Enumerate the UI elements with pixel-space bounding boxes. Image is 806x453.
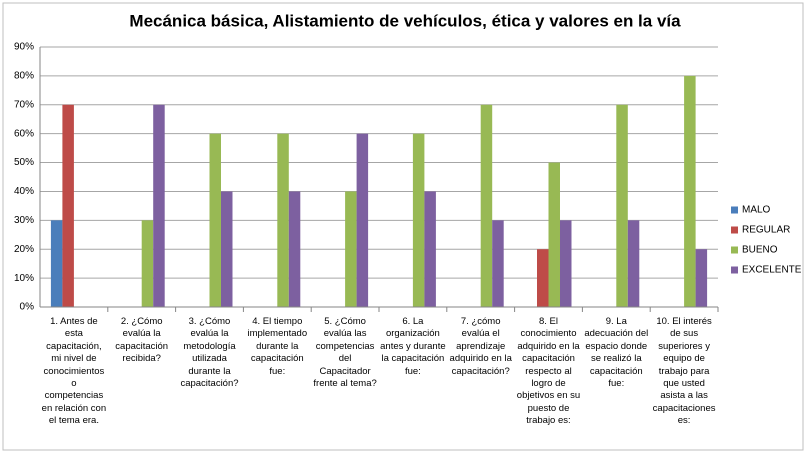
x-tick-label: 6. La organización antes y durante la ca… (380, 316, 446, 377)
x-tick-label: 7. ¿cómo evalúa el aprendizaje adquirido… (449, 316, 512, 377)
legend-label: EXCELENTE (742, 265, 802, 276)
y-tick-label: 0% (20, 302, 35, 313)
legend-swatch (731, 206, 738, 214)
bar (50, 220, 63, 307)
bar (548, 162, 560, 307)
bar (221, 191, 233, 307)
legend-label: REGULAR (742, 225, 790, 236)
bar (153, 104, 165, 308)
legend-swatch (731, 226, 738, 234)
bar (480, 104, 493, 308)
y-tick-label: 20% (14, 244, 34, 255)
y-tick-label: 90% (14, 42, 34, 53)
x-tick-label: 2. ¿Cómo evalúa la capacitación recibida… (115, 316, 169, 365)
bar (492, 220, 504, 307)
x-tick-label: 1. Antes de esta capacitación, mi nivel … (41, 316, 107, 427)
y-tick-label: 70% (14, 99, 34, 110)
bar (537, 249, 549, 307)
chart-title: Mecánica básica, Alistamiento de vehícul… (129, 11, 681, 30)
bar (424, 191, 436, 307)
x-tick-label: 3. ¿Cómo evalúa la metodología utilizada… (180, 316, 239, 390)
x-tick-label: 8. El conocimiento adquirido en la capac… (516, 316, 581, 427)
y-tick-label: 50% (14, 157, 34, 168)
y-tick-label: 40% (14, 186, 34, 197)
x-tick-label: 9. La adecuación del espacio donde se re… (584, 316, 649, 390)
y-tick-label: 80% (14, 71, 34, 82)
bar (277, 133, 289, 307)
bar (560, 220, 572, 307)
bar (695, 249, 708, 307)
bar (62, 104, 74, 308)
y-tick-label: 60% (14, 128, 34, 139)
legend-swatch (731, 266, 738, 274)
bar (288, 191, 301, 307)
bar (412, 133, 425, 307)
bar (345, 191, 357, 307)
bar (141, 220, 154, 307)
bar (209, 133, 221, 307)
bar (627, 220, 640, 307)
x-tick-label: 4. El tiempo implementado durante la cap… (247, 316, 308, 377)
x-tick-label: 5. ¿Cómo evalúa las competencias del Cap… (313, 316, 377, 390)
legend-swatch (731, 246, 738, 254)
legend-label: MALO (742, 205, 771, 216)
legend-label: BUENO (742, 245, 778, 256)
x-tick-label: 10. El interés de sus superiores y equip… (652, 316, 716, 427)
bar (356, 133, 369, 307)
y-tick-label: 10% (14, 273, 34, 284)
y-tick-label: 30% (14, 215, 34, 226)
bar (616, 104, 628, 308)
bar (684, 75, 696, 307)
